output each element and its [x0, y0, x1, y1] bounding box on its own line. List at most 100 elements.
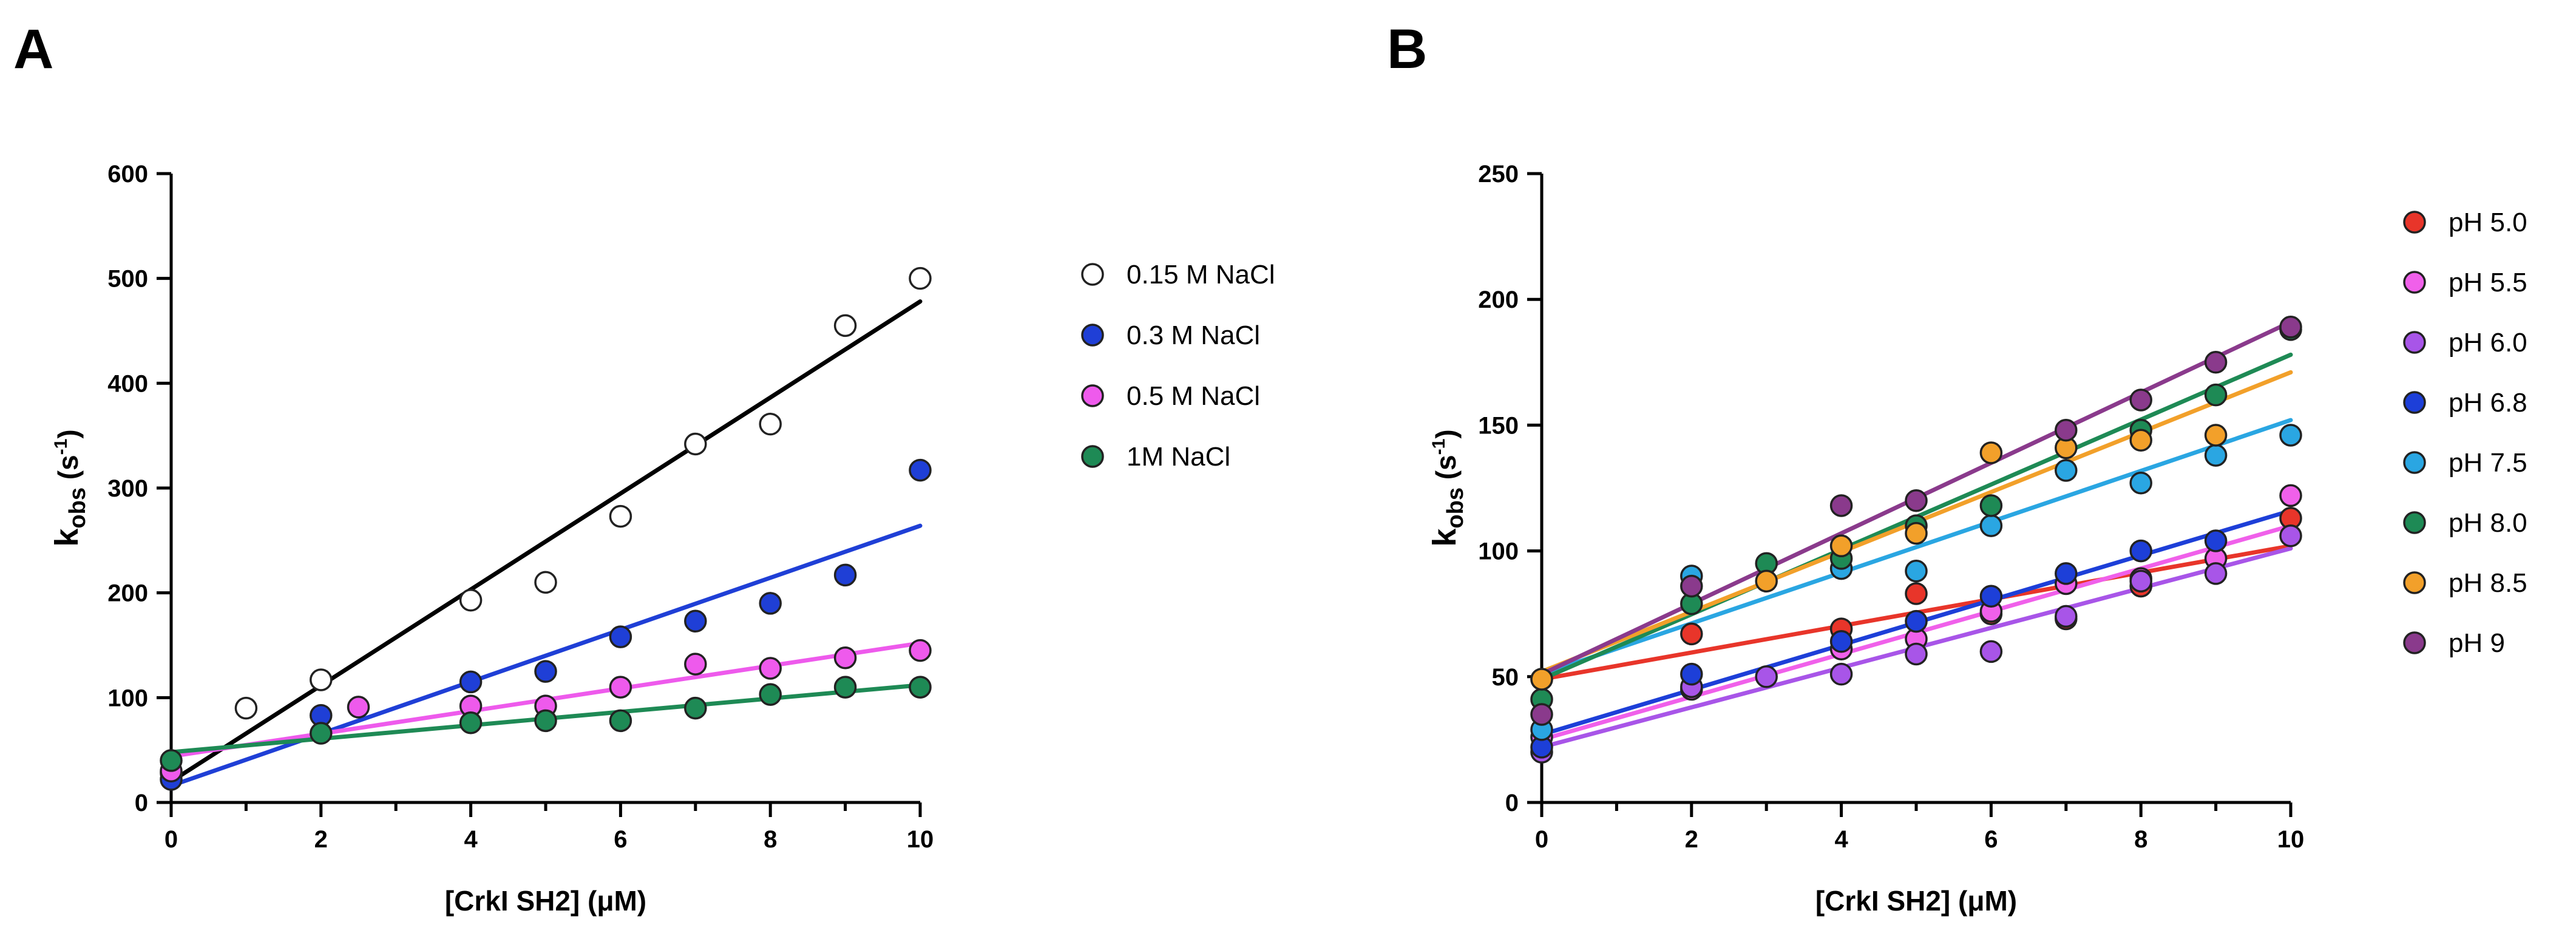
chart-a-x-tick-label: 2 [314, 826, 328, 853]
chart-a-point-s0-8 [833, 314, 857, 337]
chart-b-y-tick-label: 200 [1478, 287, 1519, 313]
chart-b-point-s3-5 [2055, 562, 2078, 585]
chart-b-point-s5-5 [1979, 494, 2003, 517]
chart-a-x-tick-label: 6 [614, 826, 627, 853]
chart-b-x-tick-label: 0 [1535, 826, 1548, 853]
chart-a-point-s2-5 [684, 653, 707, 676]
chart-b-x-tick-label: 4 [1834, 826, 1848, 853]
chart-b-point-s2-5 [1979, 640, 2003, 663]
chart-b-point-s3-3 [1905, 609, 1928, 633]
chart-b-point-s3-1 [1680, 662, 1703, 686]
chart-b-point-s4-6 [2129, 471, 2152, 495]
chart-b-point-s2-3 [1829, 662, 1853, 686]
chart-a-legend-label: 0.15 M NaCl [1127, 260, 1275, 290]
chart-a-legend-marker [1081, 263, 1104, 286]
chart-b-legend-label: pH 9 [2449, 628, 2505, 658]
chart-b-legend-marker [2403, 211, 2426, 234]
chart-a-legend-marker [1081, 445, 1104, 468]
chart-b-point-s0-3 [1905, 582, 1928, 605]
chart-b-legend-marker [2403, 271, 2426, 294]
chart-b-point-s2-7 [2129, 569, 2152, 593]
chart-a-point-s3-1 [310, 722, 333, 745]
chart-b-point-s4-5 [2055, 459, 2078, 482]
chart-b-point-s2-4 [1905, 642, 1928, 666]
chart-b-legend-marker [2403, 511, 2426, 534]
chart-a-y-tick-label: 0 [135, 790, 148, 816]
chart-a-point-s3-5 [684, 696, 707, 720]
chart-b-y-tick-label: 150 [1478, 412, 1519, 439]
chart-a-x-tick-label: 8 [764, 826, 777, 853]
chart-b-point-s3-2 [1829, 630, 1853, 653]
chart-b-point-s3-7 [2204, 529, 2228, 552]
chart-b-point-s2-6 [2055, 605, 2078, 628]
chart-b-legend-label: pH 8.0 [2449, 508, 2527, 538]
chart-b-point-s6-7 [2204, 424, 2228, 447]
chart-a-y-tick-label: 100 [107, 685, 148, 711]
chart-a-point-s0-1 [234, 696, 258, 720]
chart-b-point-s3-4 [1979, 585, 2003, 608]
chart-b-point-s3-6 [2129, 539, 2152, 563]
chart-a-point-s1-6 [759, 592, 782, 615]
chart-a-point-s0-4 [534, 571, 557, 594]
chart-b-x-axis-title: [CrkI SH2] (μM) [1815, 885, 2017, 917]
chart-b-legend-label: pH 7.5 [2449, 448, 2527, 478]
chart-a-point-s1-3 [534, 660, 557, 683]
chart-b-legend-marker [2403, 331, 2426, 354]
chart-b-fit-line-4 [1539, 418, 2293, 677]
chart-a-y-tick-label: 500 [107, 266, 148, 293]
chart-b-point-s6-3 [1905, 521, 1928, 545]
chart-b-point-s0-1 [1680, 622, 1703, 646]
chart-b-x-tick-label: 6 [1984, 826, 1998, 853]
chart-b-legend-marker [2403, 391, 2426, 414]
chart-b-legend-label: pH 8.5 [2449, 568, 2527, 598]
chart-b-point-s7-3 [1905, 489, 1928, 512]
chart-b-point-s2-8 [2204, 562, 2228, 585]
chart-a-point-s3-2 [459, 711, 483, 734]
chart-b-point-s4-7 [2204, 444, 2228, 467]
chart-a-point-s1-7 [833, 563, 857, 587]
chart-b-point-s2-9 [2279, 524, 2302, 548]
chart-a-point-s3-7 [833, 676, 857, 699]
chart-b-point-s7-5 [2129, 388, 2152, 412]
chart-a-point-s0-2 [310, 668, 333, 691]
chart-b-y-tick-label: 50 [1492, 664, 1519, 691]
chart-b-legend-marker [2403, 571, 2426, 594]
chart-a-y-tick-label: 200 [107, 580, 148, 607]
chart-b-point-s6-1 [1755, 569, 1778, 593]
panel-b-letter: B [1387, 18, 1427, 80]
chart-b-point-s7-1 [1680, 574, 1703, 598]
chart-a-point-s3-4 [609, 709, 632, 733]
chart-b-point-s6-2 [1829, 534, 1853, 558]
chart-a-point-s3-6 [759, 683, 782, 706]
chart-b-point-s7-7 [2279, 316, 2302, 339]
chart-a-legend-label: 0.3 M NaCl [1127, 320, 1260, 350]
chart-a-point-s0-7 [759, 412, 782, 436]
chart-a-y-tick-label: 600 [107, 161, 148, 188]
chart-a-point-s0-9 [909, 266, 932, 290]
chart-a-point-s3-3 [534, 709, 557, 733]
chart-b-legend-label: pH 6.8 [2449, 388, 2527, 418]
chart-a-point-s0-5 [609, 504, 632, 528]
chart-b-x-tick-label: 10 [2277, 826, 2305, 853]
chart-b-legend-label: pH 6.0 [2449, 328, 2527, 358]
chart-a-y-tick-label: 300 [107, 475, 148, 502]
chart-a-point-s2-4 [609, 676, 632, 699]
chart-a: 0 100 200 300 400 500 600 0 2 4 6 8 10 [CrkI SH2] (μM… [49, 161, 1275, 917]
chart-b-legend-marker [2403, 631, 2426, 654]
chart-b-x-tick-label: 2 [1685, 826, 1698, 853]
chart-b-x-tick-label: 8 [2134, 826, 2147, 853]
chart-a-point-s1-2 [459, 670, 483, 694]
chart-a-x-axis-title: [CrkI SH2] (μM) [445, 885, 646, 917]
chart-b-y-tick-label: 0 [1505, 790, 1519, 816]
chart-b-legend-marker [2403, 451, 2426, 474]
chart-a-point-s1-5 [684, 609, 707, 633]
chart-b-legend-label: pH 5.0 [2449, 208, 2527, 237]
chart-a-point-s3-0 [160, 749, 183, 772]
chart-b-point-s4-8 [2279, 424, 2302, 447]
chart-b-point-s7-0 [1530, 703, 1553, 726]
chart-b-legend-label: pH 5.5 [2449, 268, 2527, 297]
chart-b-point-s5-7 [2204, 383, 2228, 407]
chart-a-fit-line-0 [169, 299, 923, 784]
chart-a-point-s3-8 [909, 676, 932, 699]
